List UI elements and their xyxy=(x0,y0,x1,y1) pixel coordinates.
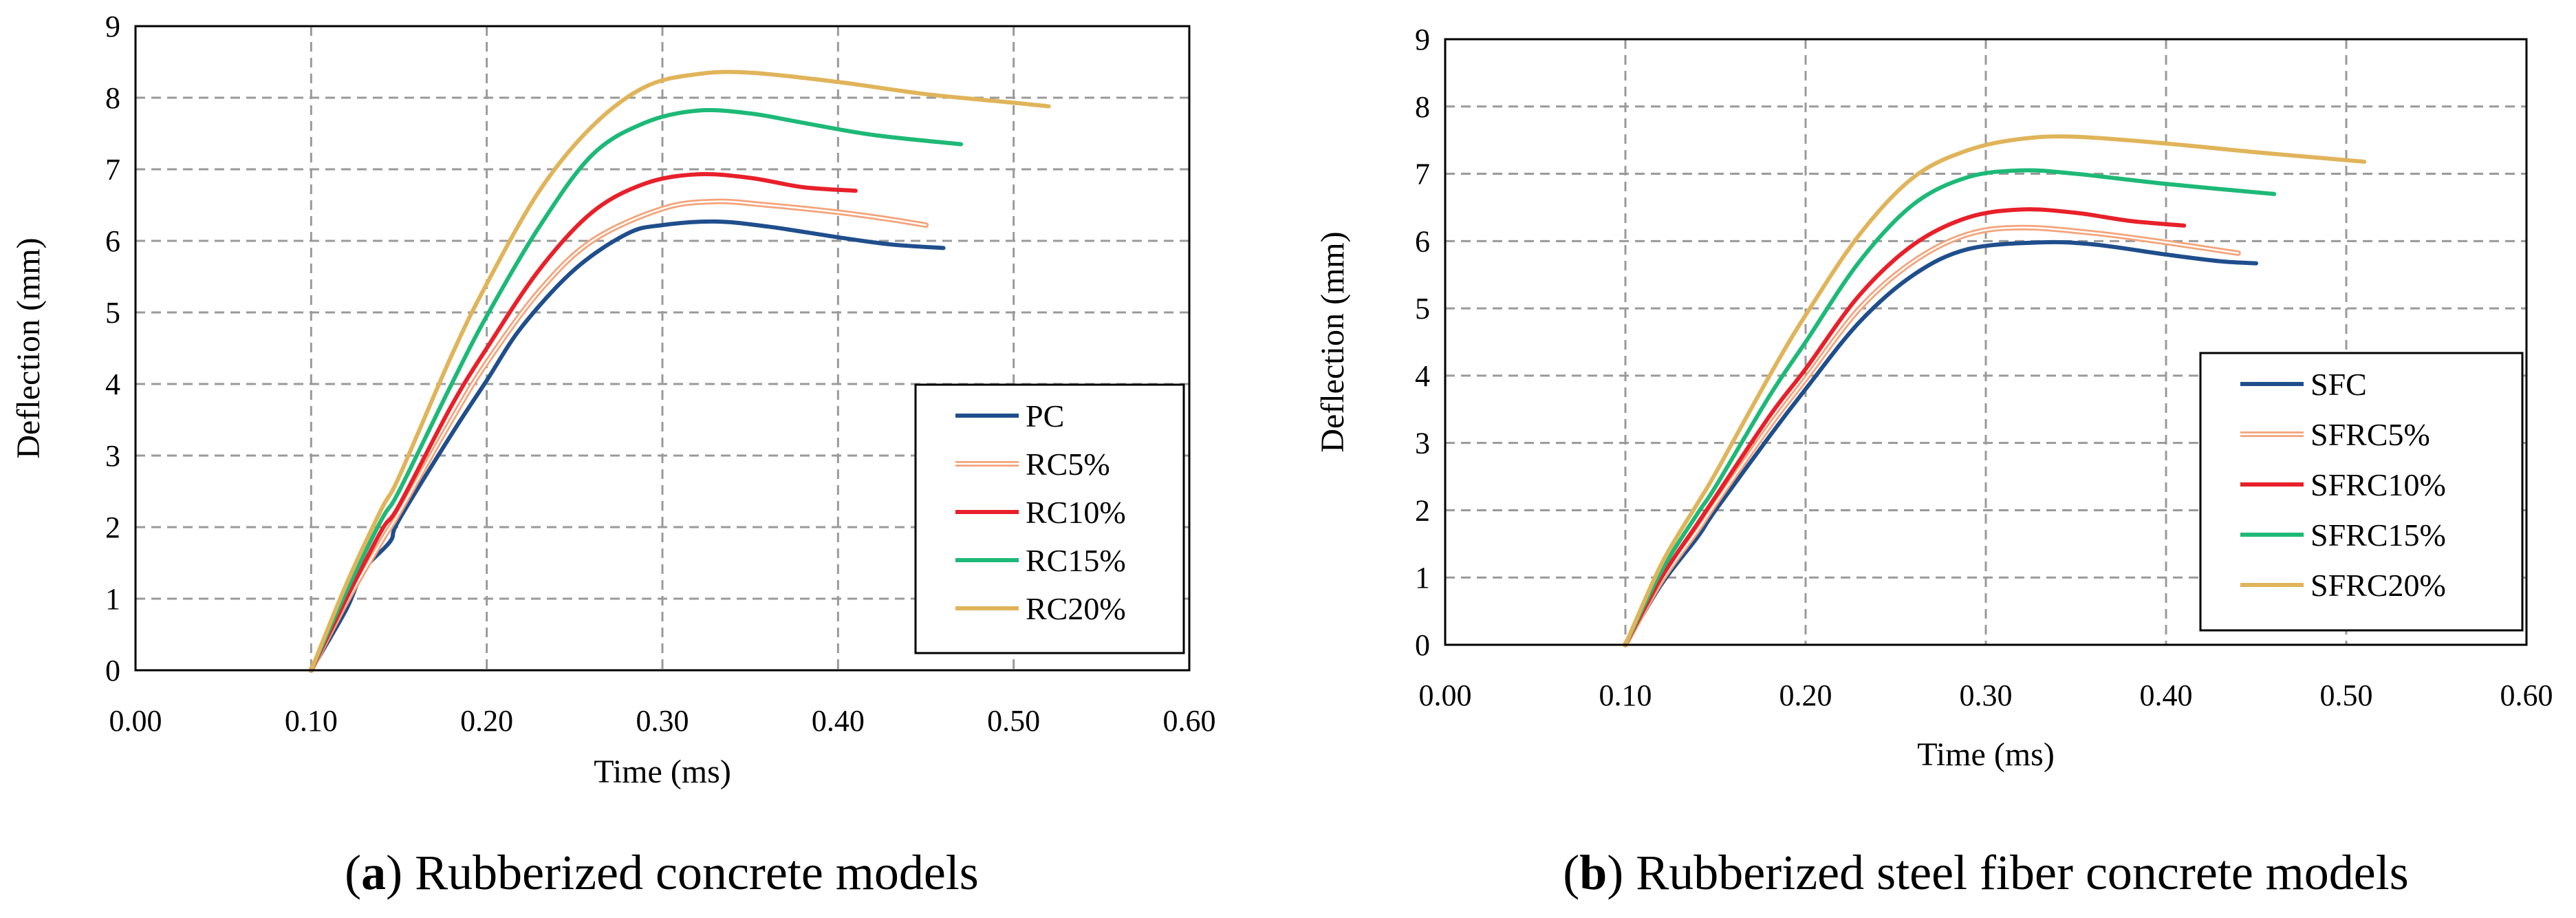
y-tick-label: 7 xyxy=(105,153,120,186)
caption-letter: a xyxy=(361,845,386,900)
y-tick-label: 5 xyxy=(105,296,120,330)
caption-text: ) Rubberized steel fiber concrete models xyxy=(1607,845,2409,900)
legend-label: SFC xyxy=(2310,367,2367,402)
legend: SFC SFRC5% SFRC10% SFRC15% SFRC20% xyxy=(2199,352,2524,632)
y-tick-label: 7 xyxy=(1415,158,1430,191)
plot-border xyxy=(1444,38,2528,646)
x-tick-label: 0.40 xyxy=(812,704,865,738)
y-axis-title: Deflection (mm) xyxy=(10,237,47,458)
x-tick-label: 0.30 xyxy=(1960,679,2013,712)
x-tick-label: 0.20 xyxy=(1779,679,1832,712)
caption-letter: b xyxy=(1579,845,1607,900)
legend-label: PC xyxy=(1026,398,1064,434)
legend-label: SFRC20% xyxy=(2310,568,2446,603)
plot-border xyxy=(134,25,1191,672)
y-tick-labels: 0 1 2 3 4 5 6 7 8 9 xyxy=(1415,23,1430,662)
x-tick-label: 0.60 xyxy=(1163,704,1216,738)
x-tick-label: 0.10 xyxy=(1599,679,1652,712)
series-line xyxy=(309,107,964,672)
series-lines xyxy=(308,70,1051,673)
series-line xyxy=(1623,207,2187,647)
panel-caption: (b) Rubberized steel fiber concrete mode… xyxy=(1563,845,2409,900)
x-tick-label: 0.00 xyxy=(1419,679,1472,712)
legend-label: RC15% xyxy=(1026,543,1126,578)
series-line xyxy=(309,171,858,672)
y-tick-label: 9 xyxy=(1415,23,1430,56)
y-tick-label: 6 xyxy=(105,224,120,258)
caption-paren-open: ( xyxy=(1563,845,1579,900)
series-line xyxy=(309,70,1051,672)
panel-a: 0 1 2 3 4 5 6 7 8 9 0.00 0.10 0.20 0.30 0.40 0.50 0.60 Ti… xyxy=(10,10,1216,900)
y-tick-label: 9 xyxy=(105,10,120,43)
x-tick-label: 0.30 xyxy=(636,704,689,738)
y-tick-label: 6 xyxy=(1415,224,1430,258)
y-tick-label: 3 xyxy=(1415,427,1430,460)
panel-caption: (a) Rubberized concrete models xyxy=(345,845,979,900)
y-tick-label: 3 xyxy=(105,439,120,473)
caption-paren-open: ( xyxy=(345,845,361,900)
panel-b: 0 1 2 3 4 5 6 7 8 9 0.00 0.10 0.20 0.30 0.40 0.50 0.60 Ti… xyxy=(1314,23,2553,900)
series-lines xyxy=(1623,134,2367,648)
x-tick-label: 0.20 xyxy=(460,704,513,738)
legend-label: SFRC10% xyxy=(2310,467,2446,502)
y-axis-title: Deflection (mm) xyxy=(1314,231,1351,452)
x-tick-label: 0.10 xyxy=(285,704,338,738)
y-tick-label: 5 xyxy=(1415,292,1430,325)
x-tick-label: 0.50 xyxy=(987,704,1040,738)
y-tick-label: 4 xyxy=(1415,359,1430,393)
x-tick-label: 0.00 xyxy=(109,704,162,738)
series-line xyxy=(1623,168,2277,647)
x-tick-labels: 0.00 0.10 0.20 0.30 0.40 0.50 0.60 xyxy=(1419,679,2553,712)
x-axis-title: Time (ms) xyxy=(594,754,731,790)
x-tick-label: 0.60 xyxy=(2500,679,2553,712)
legend: PC RC5% RC10% RC15% RC20% xyxy=(914,383,1185,654)
legend-label: RC5% xyxy=(1026,447,1110,482)
y-tick-label: 1 xyxy=(105,582,120,616)
x-tick-label: 0.50 xyxy=(2320,679,2373,712)
caption-text: ) Rubberized concrete models xyxy=(386,845,979,900)
series-line xyxy=(1623,134,2367,647)
x-tick-labels: 0.00 0.10 0.20 0.30 0.40 0.50 0.60 xyxy=(109,704,1216,738)
series-line-inner xyxy=(310,200,927,672)
y-tick-label: 2 xyxy=(105,511,120,544)
x-axis-title: Time (ms) xyxy=(1917,736,2055,773)
legend-label: SFRC15% xyxy=(2310,517,2446,553)
y-tick-label: 0 xyxy=(105,654,120,687)
y-tick-label: 1 xyxy=(1415,561,1430,595)
legend-label: SFRC5% xyxy=(2310,417,2430,452)
series-line xyxy=(309,219,946,672)
y-tick-label: 2 xyxy=(1415,493,1430,527)
y-tick-label: 4 xyxy=(105,367,120,401)
y-tick-label: 8 xyxy=(105,81,120,115)
legend-label: RC10% xyxy=(1026,495,1126,530)
y-tick-label: 8 xyxy=(1415,90,1430,124)
series-line xyxy=(1623,239,2258,647)
series-line-inner xyxy=(1624,226,2240,646)
x-tick-label: 0.40 xyxy=(2140,679,2193,712)
y-tick-labels: 0 1 2 3 4 5 6 7 8 9 xyxy=(105,10,120,687)
y-tick-label: 0 xyxy=(1415,628,1430,662)
legend-label: RC20% xyxy=(1026,591,1126,626)
